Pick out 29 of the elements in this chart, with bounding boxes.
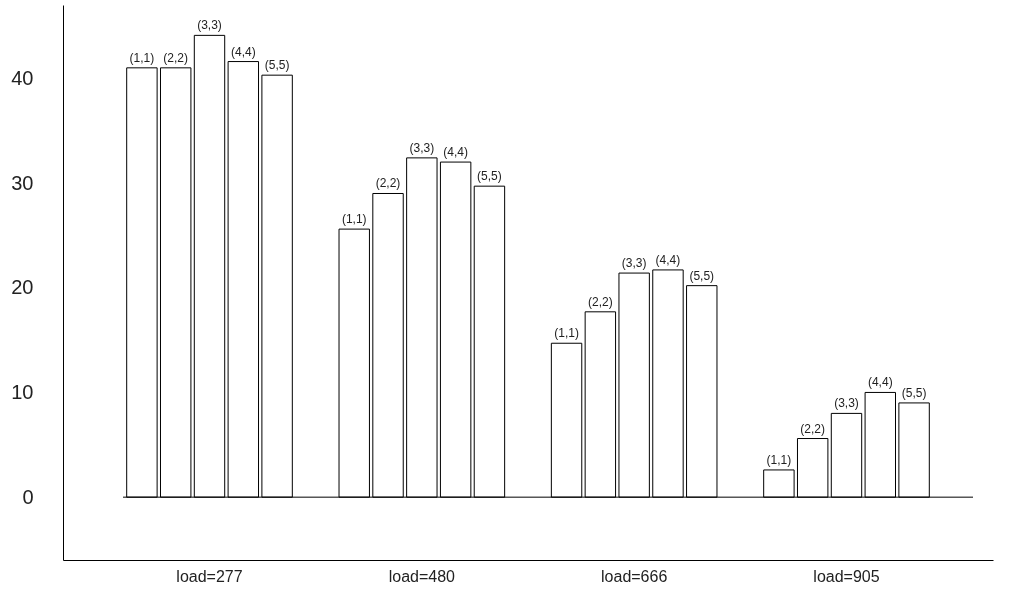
text: (2,2) bbox=[800, 421, 826, 436]
text: (4,4) bbox=[867, 375, 893, 390]
y-tick-label: 30 bbox=[11, 171, 34, 194]
y-tick-label: 20 bbox=[11, 276, 34, 299]
x-tick-label: load=666 bbox=[601, 567, 668, 585]
y-tick-label: 10 bbox=[11, 380, 34, 403]
y-tick-label: 40 bbox=[11, 66, 34, 89]
text: (4,4) bbox=[655, 252, 681, 267]
y-tick-label: 0 bbox=[22, 485, 34, 508]
text: (3,3) bbox=[834, 396, 859, 411]
x-tick-label: load=277 bbox=[176, 567, 243, 585]
x-tick-label: load=905 bbox=[813, 567, 880, 585]
series-label: (5,5) bbox=[264, 58, 290, 73]
text: (5,5) bbox=[477, 169, 502, 184]
text: (5,5) bbox=[689, 268, 715, 283]
text: (2,2) bbox=[588, 294, 613, 309]
text: (1,1) bbox=[766, 452, 792, 467]
x-tick-label: load=480 bbox=[388, 567, 456, 585]
series-label: (3,3) bbox=[197, 18, 222, 33]
text: (1,1) bbox=[341, 212, 367, 227]
text: (1,1) bbox=[554, 326, 579, 341]
text: (3,3) bbox=[409, 140, 435, 155]
text: (3,3) bbox=[621, 256, 647, 271]
series-label: (2,2) bbox=[163, 50, 189, 65]
series-label: (1,1) bbox=[129, 50, 155, 65]
series-label: (4,4) bbox=[230, 44, 256, 59]
text: (4,4) bbox=[443, 145, 468, 160]
text: (5,5) bbox=[901, 385, 927, 400]
text: (2,2) bbox=[375, 176, 401, 191]
